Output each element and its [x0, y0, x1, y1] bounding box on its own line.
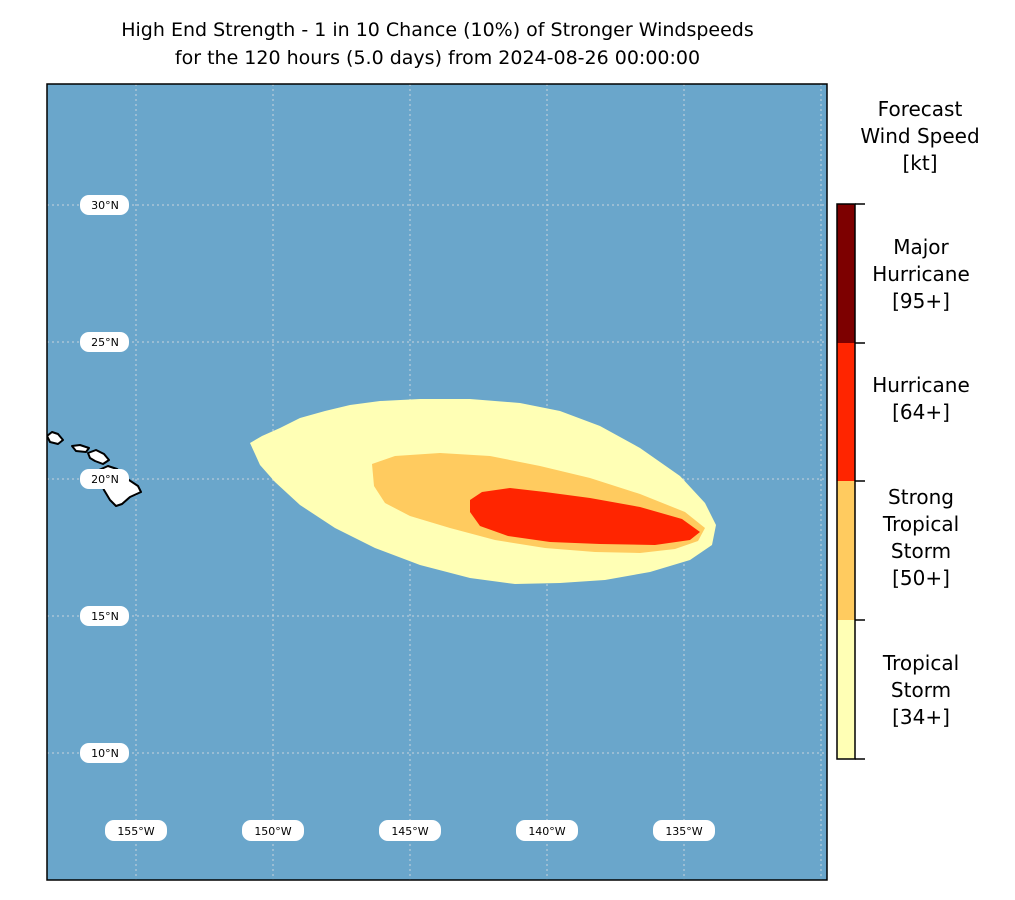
lat-label-30n: 30°N [80, 195, 129, 215]
cb-strong-line-2: Tropical [882, 512, 960, 536]
cb-major-line-2: Hurricane [872, 262, 970, 286]
colorbar-label-tropical-storm: Tropical Storm [34+] [840, 650, 1002, 731]
cb-major-line-3: [95+] [892, 289, 950, 313]
lon-label-135w-text: 135°W [665, 825, 702, 838]
swath-hurricane-64kt [470, 488, 700, 545]
lon-label-145w-text: 145°W [391, 825, 428, 838]
cb-hurricane-line-1: Hurricane [872, 373, 970, 397]
cb-hurricane-line-2: [64+] [892, 400, 950, 424]
colorbar-segment-major-hurricane [837, 204, 855, 343]
colorbar-segment-tropical-storm [837, 620, 855, 759]
colorbar-segment-strong-tropical-storm [837, 481, 855, 620]
cb-tropical-line-2: Storm [890, 678, 952, 702]
lat-label-10n-text: 10°N [91, 747, 119, 760]
chart-title-line-2: for the 120 hours (5.0 days) from 2024-0… [174, 47, 701, 69]
colorbar-title: Forecast Wind Speed [kt] [832, 96, 1008, 177]
lon-label-135w: 135°W [653, 820, 715, 841]
lon-label-150w-text: 150°W [254, 825, 291, 838]
lat-label-30n-text: 30°N [91, 199, 119, 212]
chart-title-line-1: High End Strength - 1 in 10 Chance (10%)… [121, 19, 754, 41]
colorbar [836, 203, 865, 760]
cb-strong-line-4: [50+] [892, 566, 950, 590]
cb-major-line-1: Major [893, 235, 949, 259]
colorbar-segment-hurricane [837, 343, 855, 481]
lat-label-25n: 25°N [80, 332, 129, 352]
colorbar-ticks [855, 203, 865, 760]
lon-label-150w: 150°W [242, 820, 304, 841]
cb-tropical-line-1: Tropical [882, 651, 960, 675]
colorbar-title-line-2: Wind Speed [860, 124, 980, 148]
lat-label-10n: 10°N [80, 743, 129, 763]
cb-tropical-line-3: [34+] [892, 705, 950, 729]
colorbar-title-line-3: [kt] [902, 151, 938, 175]
cb-strong-line-3: Storm [890, 539, 952, 563]
colorbar-label-hurricane: Hurricane [64+] [840, 372, 1002, 426]
map-frame [46, 83, 828, 881]
lat-label-25n-text: 25°N [91, 336, 119, 349]
longitude-labels: 155°W 150°W 145°W 140°W 135°W [105, 820, 715, 841]
colorbar-label-strong-tropical-storm: Strong Tropical Storm [50+] [840, 484, 1002, 592]
island-oahu [71, 444, 90, 453]
island-maui-molokai [87, 449, 110, 465]
lon-label-155w: 155°W [105, 820, 167, 841]
lat-label-15n: 15°N [80, 606, 129, 626]
lon-label-140w-text: 140°W [528, 825, 565, 838]
lat-label-20n-text: 20°N [91, 473, 119, 486]
lon-label-145w: 145°W [379, 820, 441, 841]
colorbar-title-line-1: Forecast [877, 97, 963, 121]
lon-label-140w: 140°W [516, 820, 578, 841]
lon-label-155w-text: 155°W [117, 825, 154, 838]
island-kauai [47, 431, 64, 445]
lat-label-20n: 20°N [80, 469, 129, 489]
latitude-labels: 30°N 25°N 20°N 15°N 10°N [80, 195, 129, 763]
colorbar-label-major-hurricane: Major Hurricane [95+] [840, 234, 1002, 315]
cb-strong-line-1: Strong [888, 485, 954, 509]
wind-swath [250, 399, 716, 584]
lat-label-15n-text: 15°N [91, 610, 119, 623]
